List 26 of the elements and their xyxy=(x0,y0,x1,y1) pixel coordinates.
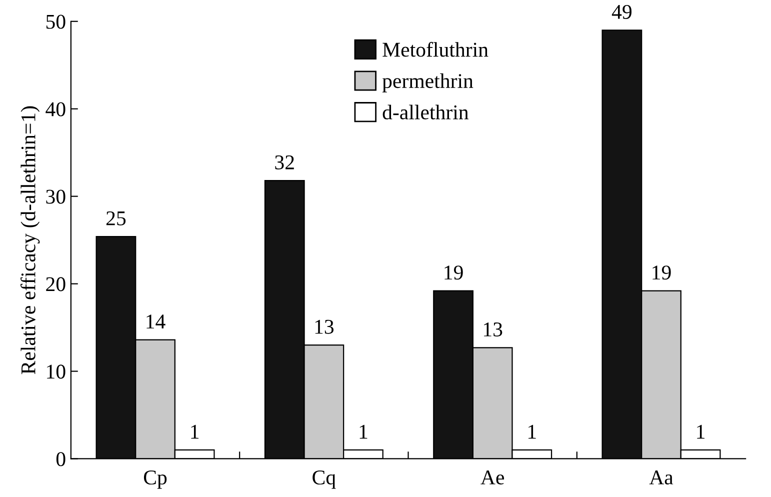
data-label: 25 xyxy=(106,211,126,226)
legend-label: Metofluthrin xyxy=(382,42,488,57)
data-label: 19 xyxy=(652,266,671,280)
data-label: 13 xyxy=(315,320,334,334)
legend-label: permethrin xyxy=(382,73,474,92)
data-label: 49 xyxy=(612,4,632,19)
data-label: 14 xyxy=(146,314,166,328)
data-label: 1 xyxy=(360,424,368,439)
data-label: 13 xyxy=(484,322,502,336)
data-label: 1 xyxy=(528,424,536,439)
y-tick-label: 30 xyxy=(46,190,66,204)
data-label: 32 xyxy=(275,155,294,170)
y-tick-label: 40 xyxy=(46,102,66,116)
x-tick-label: Cq xyxy=(312,470,336,489)
x-tick-label: Aa xyxy=(649,470,674,485)
y-tick-label: 50 xyxy=(46,14,66,29)
data-label: 1 xyxy=(697,424,704,439)
data-label: 1 xyxy=(191,424,199,439)
y-tick-label: 0 xyxy=(56,452,66,466)
y-tick-label: 20 xyxy=(46,277,66,292)
x-tick-label: Ae xyxy=(480,470,504,485)
y-axis-title: Relative efficacy (d-allethrin=1) xyxy=(20,106,40,374)
legend-label: d-allethrin xyxy=(382,104,468,120)
x-tick-label: Cp xyxy=(144,470,167,489)
y-tick-label: 10 xyxy=(47,364,66,379)
data-label: 19 xyxy=(444,266,463,280)
